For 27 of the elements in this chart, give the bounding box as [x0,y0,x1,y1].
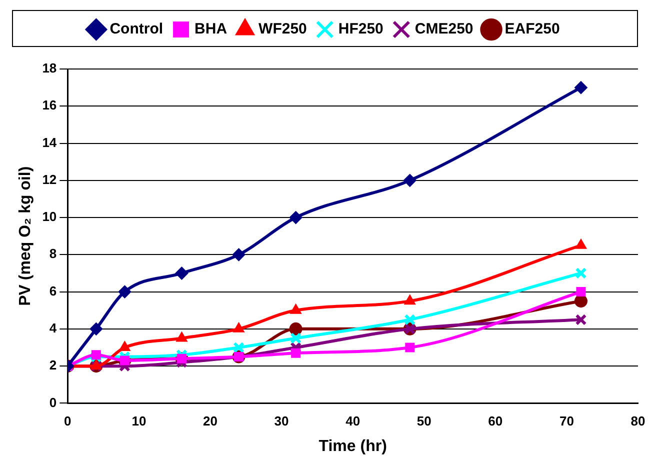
x-tick-label: 80 [630,414,646,429]
x-tick-label: 30 [274,414,289,429]
x-tick-label: 0 [64,414,72,429]
x-tick-label: 70 [559,414,574,429]
legend-label: EAF250 [504,20,560,38]
y-tick-label: 18 [42,60,57,76]
y-tick-label: 10 [42,209,57,224]
y-tick-label: 4 [49,320,58,336]
legend-label: CME250 [414,20,474,38]
x-tick-label: 50 [416,414,432,429]
y-tick-label: 12 [42,172,57,187]
y-tick-label: 16 [42,98,57,113]
legend-label: Control [110,20,164,38]
legend-label: BHA [194,20,228,38]
x-tick-label: 10 [132,414,146,429]
x-tick-label: 40 [346,414,360,429]
y-tick-label: 0 [49,394,57,410]
y-tick-label: 6 [49,283,57,298]
x-axis-title: Time (hr) [318,438,387,455]
y-tick-label: 2 [49,358,57,373]
legend-label: WF250 [258,20,307,38]
y-tick-label: 8 [49,246,57,262]
x-tick-label: 20 [203,414,218,429]
legend-label: HF250 [338,20,384,38]
y-tick-label: 14 [42,134,58,150]
y-axis-title: PV (meq O₂ kg oil) [17,166,34,306]
x-tick-label: 60 [488,414,503,429]
